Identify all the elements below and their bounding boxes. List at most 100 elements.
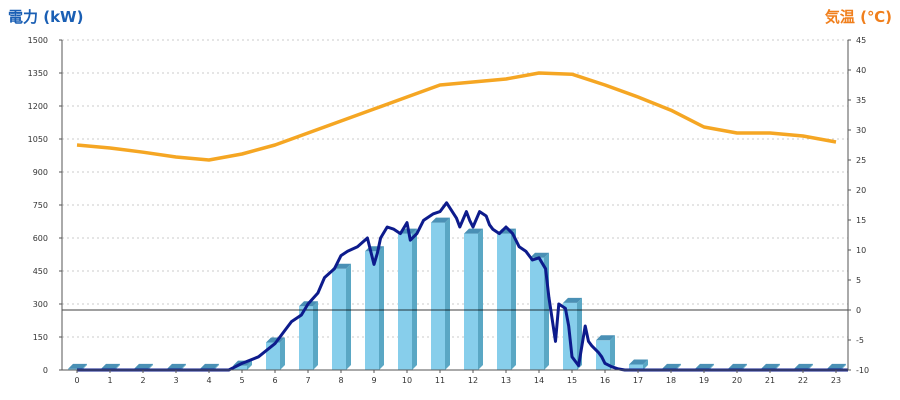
left-tick-label: 900: [33, 168, 48, 177]
bar-front: [530, 257, 544, 370]
bar-front: [299, 306, 313, 370]
left-axis-title: 電力 (kW): [8, 8, 83, 26]
left-tick-label: 750: [33, 201, 48, 210]
axes: [59, 39, 851, 373]
bar-front: [464, 233, 478, 370]
right-tick-label: 20: [856, 186, 866, 195]
bar-top: [167, 363, 186, 369]
x-tick-label: 5: [239, 376, 244, 385]
right-tick-label: 25: [856, 156, 866, 165]
bar-side: [610, 335, 615, 370]
x-tick-label: 13: [501, 376, 511, 385]
bar-front: [398, 233, 412, 370]
x-tick-label: 4: [206, 376, 211, 385]
left-tick-label: 1500: [28, 36, 48, 45]
right-tick-label: 45: [856, 36, 866, 45]
tick-labels: 0 150 3 0 0 450 600 750 900 1050 1200 1350 1500 -10 -5…: [28, 36, 869, 385]
bar-top: [530, 252, 549, 258]
bar-top: [794, 363, 813, 369]
right-tick-label: 0: [856, 306, 861, 315]
power-line: [77, 201, 848, 372]
bar-top: [200, 363, 219, 369]
bar-side: [511, 228, 516, 370]
x-tick-label: 19: [699, 376, 709, 385]
x-tick-label: 15: [567, 376, 577, 385]
bar-side: [82, 363, 87, 370]
bar-17: [629, 359, 648, 370]
bar-side: [247, 360, 252, 370]
bar-side: [379, 246, 384, 370]
bar-side: [148, 363, 153, 370]
x-tick-label: 17: [633, 376, 643, 385]
x-tick-label: 6: [272, 376, 277, 385]
bar-top: [662, 363, 681, 369]
bar-side: [346, 263, 351, 370]
right-axis-title: 気温 (℃): [825, 8, 892, 26]
bar-11: [431, 217, 450, 370]
bar-side: [742, 363, 747, 370]
x-tick-label: 2: [140, 376, 145, 385]
bar-top: [761, 363, 780, 369]
left-tick-label: 600: [33, 234, 48, 243]
x-tick-label: 16: [600, 376, 610, 385]
right-tick-label: 15: [856, 216, 866, 225]
x-tick-label: 3: [173, 376, 178, 385]
bar-front: [431, 222, 445, 370]
x-tick-label: 14: [534, 376, 544, 385]
x-tick-label: 21: [765, 376, 775, 385]
left-tick-label: 1050: [28, 135, 48, 144]
bar-side: [445, 217, 450, 370]
bar-top: [134, 363, 153, 369]
bar-side: [709, 363, 714, 370]
bar-side: [775, 363, 780, 370]
x-tick-label: 18: [666, 376, 676, 385]
x-tick-label: 23: [831, 376, 841, 385]
x-tick-label: 11: [435, 376, 445, 385]
x-tick-label: 12: [468, 376, 478, 385]
right-tick-label: -5: [856, 336, 864, 345]
x-tick-label: 9: [371, 376, 376, 385]
x-tick-label: 1: [107, 376, 112, 385]
right-tick-label: -10: [856, 366, 869, 375]
bar-side: [478, 228, 483, 370]
left-tick-label: 0: [43, 366, 48, 375]
bar-top: [728, 363, 747, 369]
left-tick-label: 1350: [28, 69, 48, 78]
bar-top: [464, 228, 483, 234]
left-tick-label: 1200: [28, 102, 48, 111]
left-tick-label: 150: [33, 333, 48, 342]
bar-front: [233, 365, 247, 370]
x-tick-label: 10: [402, 376, 412, 385]
bar-side: [181, 363, 186, 370]
bar-side: [280, 337, 285, 370]
right-tick-label: 35: [856, 96, 866, 105]
bar-top: [596, 335, 615, 341]
bar-top: [431, 217, 450, 223]
bar-0: [68, 363, 87, 370]
line-series: [76, 71, 848, 372]
bar-front: [497, 233, 511, 370]
bar-side: [643, 359, 648, 370]
bar-10: [398, 228, 417, 370]
bar-front: [68, 368, 82, 370]
x-tick-label: 0: [74, 376, 79, 385]
bar-front: [629, 364, 643, 370]
bar-side: [841, 363, 846, 370]
bar-front: [365, 251, 379, 370]
right-tick-label: 5: [856, 276, 861, 285]
bar-8: [332, 263, 351, 370]
bar-top: [695, 363, 714, 369]
bar-13: [497, 228, 516, 370]
bar-series: [68, 217, 846, 370]
bar-side: [313, 301, 318, 370]
bar-top: [101, 363, 120, 369]
bar-side: [214, 363, 219, 370]
x-tick-label: 7: [305, 376, 310, 385]
bar-side: [115, 363, 120, 370]
x-tick-label: 20: [732, 376, 742, 385]
bar-12: [464, 228, 483, 370]
left-tick-label: 450: [33, 267, 48, 276]
x-tick-label: 22: [798, 376, 808, 385]
bar-side: [412, 228, 417, 370]
